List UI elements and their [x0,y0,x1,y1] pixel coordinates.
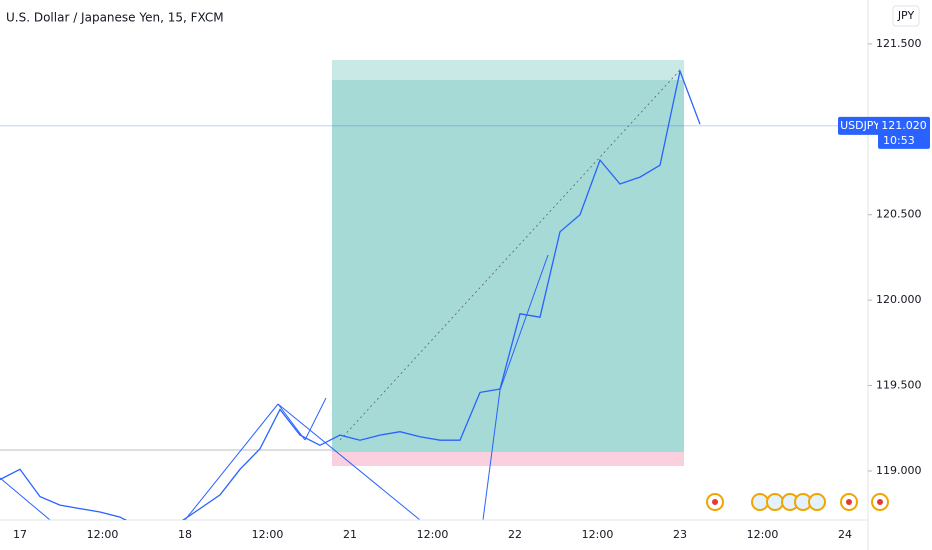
x-tick-label: 12:00 [747,528,779,541]
position-line [339,69,681,441]
event-icons [706,493,889,511]
y-tick-label: 120.500 [876,208,922,221]
target-zone [332,60,684,80]
currency-label: JPY [897,9,915,22]
x-tick-label: 24 [838,528,852,541]
x-tick-label: 12:00 [87,528,119,541]
x-tick-label: 12:00 [417,528,449,541]
price-axis [868,0,932,550]
price-tag [878,116,930,149]
last-price-label: 121.020 [881,119,927,132]
trend-lines [0,254,549,520]
y-tick-label: 120.000 [876,293,922,306]
currency-button[interactable] [892,5,920,27]
x-tick-label: 21 [343,528,357,541]
x-tick-label: 18 [178,528,192,541]
countdown-label: 10:53 [883,134,915,147]
symbol-label: USDJPY [840,119,880,132]
x-tick-label: 12:00 [582,528,614,541]
profit-zone [332,80,684,452]
x-tick-label: 12:00 [252,528,284,541]
symbol-tag [838,116,882,135]
y-tick-label: 119.000 [876,464,922,477]
x-tick-label: 22 [508,528,522,541]
y-tick-label: 121.500 [876,37,922,50]
x-tick-label: 17 [13,528,27,541]
price-line [0,68,701,520]
stop-zone [332,452,684,466]
x-tick-label: 23 [673,528,687,541]
y-tick-label: 119.500 [876,379,922,392]
chart-title: U.S. Dollar / Japanese Yen, 15, FXCM [6,11,224,25]
